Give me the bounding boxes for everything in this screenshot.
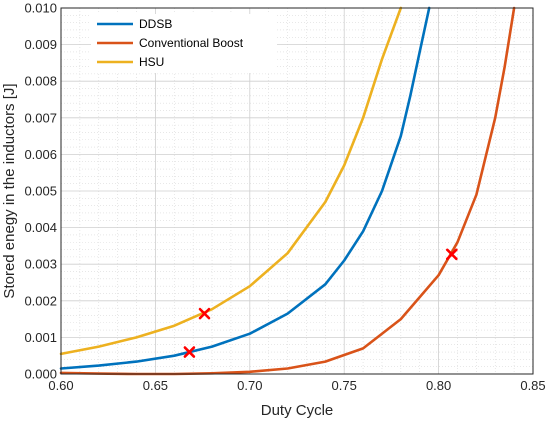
y-tick-label: 0.002 [24, 293, 57, 308]
y-tick-label: 0.007 [24, 110, 57, 125]
legend: DDSB Conventional Boost HSU [91, 14, 277, 73]
grid [61, 8, 533, 374]
y-tick-label: 0.000 [24, 367, 57, 382]
legend-label: Conventional Boost [139, 36, 244, 50]
y-tick-label: 0.009 [24, 37, 57, 52]
markers [183, 248, 458, 358]
x-tick-label: 0.85 [520, 378, 545, 393]
x-axis-label: Duty Cycle [261, 402, 334, 419]
y-tick-label: 0.001 [24, 330, 57, 345]
y-tick-label: 0.010 [24, 1, 57, 16]
data-marker [198, 307, 211, 320]
plot-frame [60, 7, 534, 375]
y-tick-label: 0.008 [24, 74, 57, 89]
data-marker [183, 346, 196, 358]
data-marker [446, 248, 458, 261]
legend-label: HSU [139, 55, 164, 69]
x-tick-label: 0.80 [426, 378, 451, 393]
x-tick-label: 0.65 [143, 378, 168, 393]
y-tick-label: 0.004 [24, 220, 57, 235]
x-tick-label: 0.75 [332, 378, 357, 393]
y-axis-label: Stored enegy in the inductors [J] [1, 83, 18, 298]
y-tick-label: 0.003 [24, 257, 57, 272]
series-line-1 [59, 6, 431, 370]
series-line-3 [59, 6, 403, 356]
x-tick-label: 0.60 [48, 378, 73, 393]
tick-labels: 0.60 0.65 0.70 0.75 0.80 0.85 0.000 0.001 0.002 0… [24, 1, 545, 394]
x-tick-label: 0.70 [237, 378, 262, 393]
legend-label: DDSB [139, 17, 172, 31]
y-tick-label: 0.005 [24, 184, 57, 199]
y-tick-label: 0.006 [24, 147, 57, 162]
